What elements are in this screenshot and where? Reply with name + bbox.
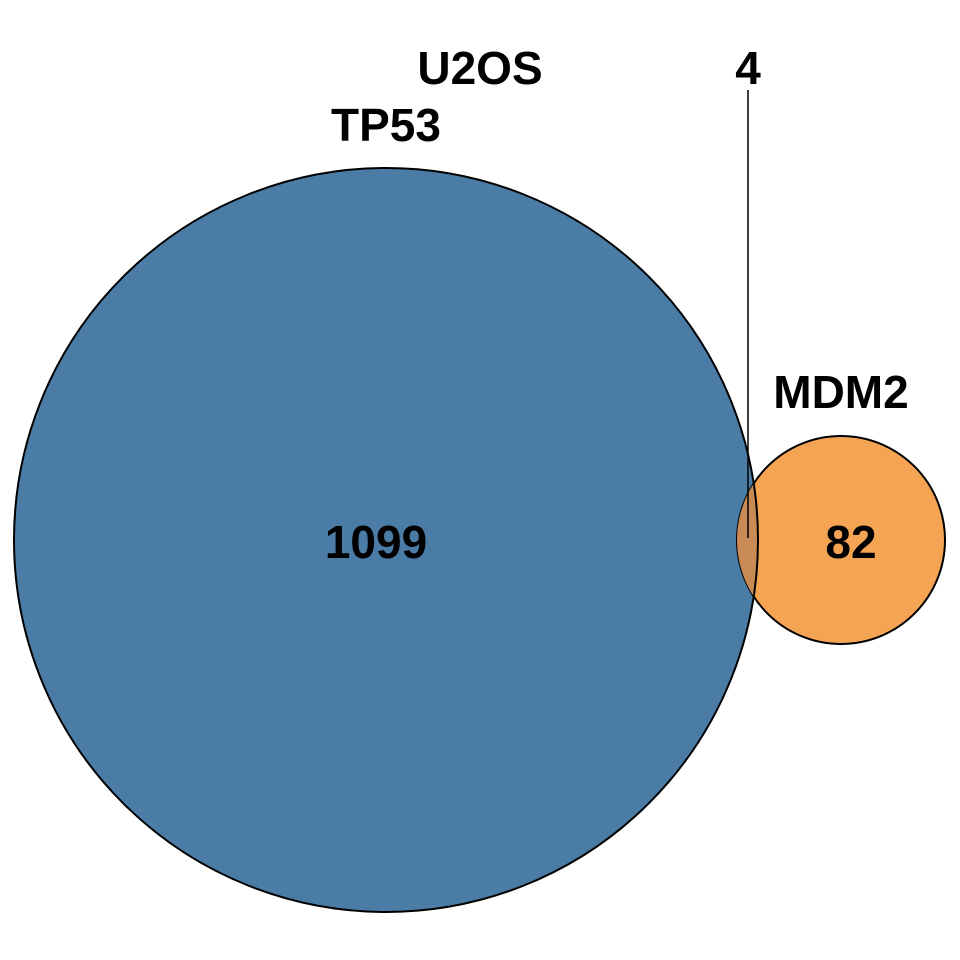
intersection-count: 4 xyxy=(735,42,761,94)
tp53-count: 1099 xyxy=(325,516,427,568)
tp53-label: TP53 xyxy=(331,99,441,151)
diagram-title: U2OS xyxy=(417,42,542,94)
mdm2-count: 82 xyxy=(825,516,876,568)
intersection-region xyxy=(737,436,759,644)
mdm2-label: MDM2 xyxy=(773,366,908,418)
